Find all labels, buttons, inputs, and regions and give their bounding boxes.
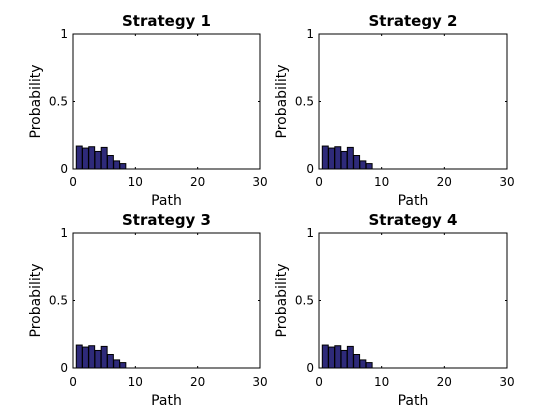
y-tick-label: 0.5 (49, 95, 68, 109)
subplot-title: Strategy 2 (368, 12, 457, 30)
subplot-title: Strategy 4 (368, 211, 457, 229)
bar (340, 150, 348, 170)
subplot-strategy-4: Strategy 4 Path Probability 0 10 20 30 0… (274, 211, 515, 409)
plot-area (72, 232, 261, 369)
x-tick-label: 30 (252, 175, 267, 189)
x-tick-label: 30 (499, 375, 514, 389)
subplot-title: Strategy 1 (122, 12, 211, 30)
x-tick-label: 30 (499, 175, 514, 189)
subplot-title: Strategy 3 (122, 211, 211, 229)
y-tick-label: 0 (306, 361, 314, 375)
plot-area (318, 232, 508, 369)
x-tick-label: 10 (128, 175, 143, 189)
bar (75, 344, 83, 369)
subplot-strategy-3: Strategy 3 Path Probability 0 10 20 30 0… (28, 211, 268, 409)
bar (359, 359, 367, 369)
bar (119, 163, 127, 170)
x-tick-label: 10 (374, 375, 389, 389)
y-tick-label: 0 (60, 162, 68, 176)
bar (88, 345, 96, 369)
tick-marks (72, 33, 261, 170)
bar (334, 345, 342, 369)
bar (88, 146, 96, 170)
y-tick-label: 0.5 (49, 294, 68, 308)
x-tick-label: 0 (69, 175, 77, 189)
bar (353, 354, 361, 369)
x-tick-label: 0 (315, 375, 323, 389)
bar (321, 145, 329, 170)
bar-series (321, 344, 373, 369)
y-tick-label: 1 (306, 226, 314, 240)
bar (100, 345, 108, 369)
x-tick-label: 10 (128, 375, 143, 389)
y-tick-label: 0 (60, 361, 68, 375)
bar (113, 160, 121, 170)
bar-series (321, 145, 373, 170)
tick-marks (318, 33, 508, 170)
y-tick-label: 1 (306, 27, 314, 41)
x-axis-label: Path (398, 393, 429, 409)
bar (340, 349, 348, 369)
bar (346, 345, 354, 369)
bar (334, 146, 342, 170)
bar (82, 346, 89, 369)
bar (346, 146, 354, 170)
x-tick-label: 0 (69, 375, 77, 389)
y-axis-label: Probability (28, 263, 44, 337)
subplot-strategy-2: Strategy 2 Path Probability 0 10 20 30 0… (274, 12, 515, 209)
y-tick-label: 1 (60, 27, 68, 41)
x-tick-label: 10 (374, 175, 389, 189)
bar (113, 359, 121, 369)
x-tick-label: 20 (437, 175, 452, 189)
bar (365, 163, 373, 170)
y-axis-label: Probability (274, 64, 290, 138)
plot-area (72, 33, 261, 170)
subplot-strategy-1: Strategy 1 Path Probability 0 10 20 30 0… (28, 12, 268, 209)
x-tick-label: 20 (437, 375, 452, 389)
y-axis-label: Probability (28, 64, 44, 138)
tick-marks (318, 232, 508, 369)
bar (359, 160, 367, 170)
x-tick-label: 0 (315, 175, 323, 189)
y-tick-label: 1 (60, 226, 68, 240)
bar (328, 147, 336, 170)
bar (328, 346, 336, 369)
bar (82, 147, 89, 170)
bar (94, 150, 102, 170)
tick-marks (72, 232, 261, 369)
y-tick-label: 0 (306, 162, 314, 176)
x-axis-label: Path (151, 193, 182, 209)
plot-area (318, 33, 508, 170)
x-tick-label: 30 (252, 375, 267, 389)
bar (106, 155, 114, 170)
x-axis-label: Path (151, 393, 182, 409)
bar (119, 362, 127, 369)
x-tick-label: 20 (190, 375, 205, 389)
bar (94, 349, 102, 369)
bar (106, 354, 114, 369)
bar (75, 145, 83, 170)
y-tick-label: 0.5 (295, 95, 314, 109)
y-axis-label: Probability (274, 263, 290, 337)
y-tick-label: 0.5 (295, 294, 314, 308)
bar-series (75, 344, 127, 369)
bar (353, 155, 361, 170)
bar-series (75, 145, 127, 170)
bar (321, 344, 329, 369)
x-axis-label: Path (398, 193, 429, 209)
bar (365, 362, 373, 369)
bar (100, 146, 108, 170)
x-tick-label: 20 (190, 175, 205, 189)
